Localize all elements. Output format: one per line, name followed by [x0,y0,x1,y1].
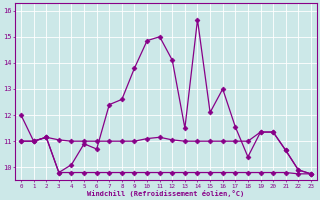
X-axis label: Windchill (Refroidissement éolien,°C): Windchill (Refroidissement éolien,°C) [87,190,244,197]
